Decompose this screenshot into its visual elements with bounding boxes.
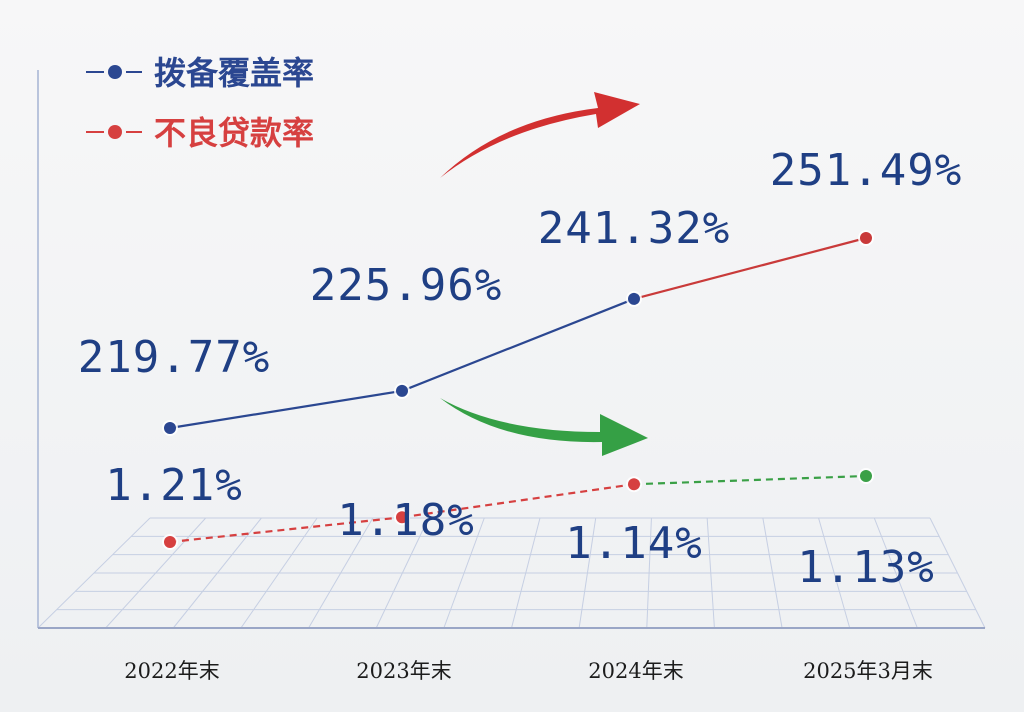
x-tick-label: 2025年3月末 bbox=[803, 659, 933, 683]
series-layer bbox=[162, 230, 874, 550]
series-2-point bbox=[396, 511, 408, 524]
series-1-segment bbox=[633, 236, 867, 300]
series-1-point bbox=[860, 232, 872, 244]
series-2-segment bbox=[169, 516, 403, 544]
series-1-data-label: 225.96% bbox=[310, 260, 502, 311]
series-1-segment bbox=[401, 297, 635, 392]
legend-marker-dot bbox=[108, 65, 122, 79]
series-2-segment bbox=[633, 474, 867, 486]
series-1-point bbox=[396, 384, 408, 397]
grid-line-vertical bbox=[706, 517, 715, 629]
series-1-data-label: 219.77% bbox=[78, 332, 270, 383]
grid-line-vertical bbox=[37, 517, 151, 629]
x-tick-labels: 2022年末 2023年末 2024年末 2025年3月末 bbox=[124, 659, 933, 683]
grid-line-vertical bbox=[929, 517, 986, 629]
series-2-point bbox=[164, 536, 176, 548]
x-tick-label: 2022年末 bbox=[124, 659, 219, 683]
legend-label: 不良贷款率 bbox=[154, 114, 314, 152]
series-1-point bbox=[628, 292, 640, 305]
grid-line-vertical bbox=[172, 517, 262, 629]
trend-arrows bbox=[440, 92, 648, 456]
series-2-data-label: 1.13% bbox=[797, 542, 934, 593]
grid-line-vertical bbox=[240, 517, 318, 629]
grid-line-vertical bbox=[308, 517, 374, 629]
floor-grid bbox=[37, 517, 986, 629]
series-1-data-label: 241.32% bbox=[538, 203, 730, 254]
series-2-point bbox=[860, 470, 872, 482]
series-1-data-label: 251.49% bbox=[770, 145, 962, 196]
x-tick-label: 2023年末 bbox=[356, 659, 451, 683]
legend-label: 拨备覆盖率 bbox=[154, 54, 314, 92]
series-2-data-label: 1.21% bbox=[105, 460, 242, 511]
legend-marker-dot bbox=[108, 125, 122, 139]
grid-line-vertical bbox=[646, 517, 652, 629]
grid-line-vertical bbox=[443, 517, 485, 629]
x-tick-label: 2024年末 bbox=[588, 659, 683, 683]
series-1-point bbox=[164, 422, 176, 434]
series-2-segment bbox=[401, 483, 635, 519]
grid-line-vertical bbox=[375, 517, 430, 629]
grid-line-vertical bbox=[762, 517, 783, 629]
series-1-segment bbox=[169, 389, 403, 430]
grid-line-vertical bbox=[873, 517, 918, 629]
series-2-point bbox=[628, 478, 640, 491]
label-layer: 219.77% 225.96% 241.32% 251.49% 1.21% 1.18% 1.… bbox=[78, 145, 962, 593]
trend-up-arrow bbox=[440, 92, 640, 178]
grid-line-vertical bbox=[511, 517, 541, 629]
grid-line-vertical bbox=[818, 517, 851, 629]
series-2-data-label: 1.14% bbox=[565, 518, 702, 569]
grid-line-vertical bbox=[105, 517, 207, 629]
series-2-data-label: 1.18% bbox=[337, 495, 474, 546]
grid-line-vertical bbox=[578, 517, 597, 629]
trend-down-arrow bbox=[440, 398, 648, 456]
